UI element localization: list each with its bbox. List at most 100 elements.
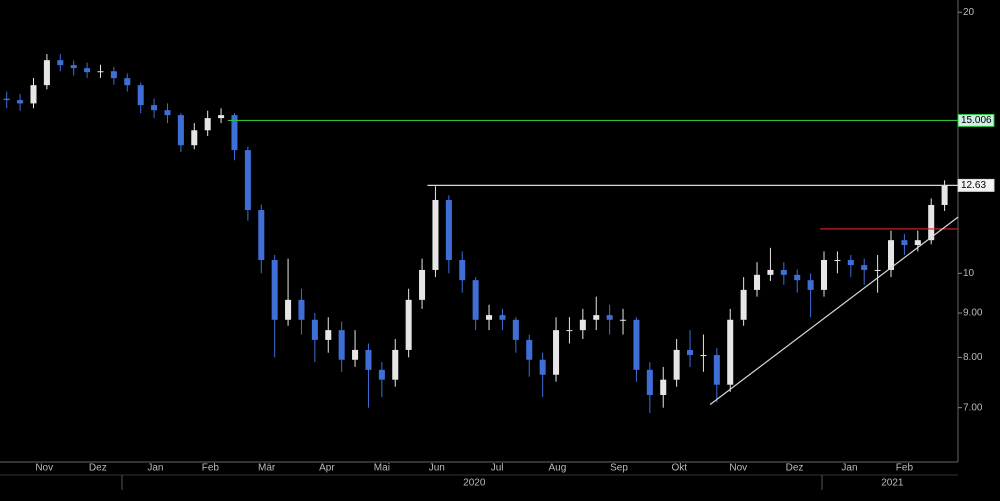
candle-body bbox=[834, 260, 841, 262]
y-tick-label: 10 bbox=[963, 268, 975, 279]
y-tick-label: 20 bbox=[963, 7, 975, 18]
year-label: 2021 bbox=[881, 478, 904, 489]
candle-body bbox=[218, 115, 225, 119]
year-label: 2020 bbox=[463, 478, 486, 489]
candle-body bbox=[137, 85, 144, 106]
candle-body bbox=[579, 319, 586, 331]
candle-body bbox=[499, 315, 506, 320]
candle-body bbox=[861, 265, 868, 270]
candle-body bbox=[30, 85, 37, 104]
candle-body bbox=[553, 330, 560, 375]
x-tick-label: Nov bbox=[35, 463, 53, 474]
candle-body bbox=[620, 319, 627, 321]
candle-body bbox=[258, 210, 265, 261]
candle-body bbox=[820, 260, 828, 290]
x-tick-label: Dez bbox=[89, 463, 107, 474]
candle-body bbox=[472, 280, 479, 320]
x-tick-label: Mär bbox=[258, 463, 276, 474]
candle-body bbox=[110, 71, 117, 79]
candle-body bbox=[231, 115, 238, 151]
x-tick-label: Apr bbox=[319, 463, 335, 474]
candle-body bbox=[486, 315, 493, 320]
candle-body bbox=[271, 260, 278, 320]
candle-body bbox=[57, 60, 64, 66]
y-tick-label: 7.00 bbox=[963, 402, 983, 413]
candle-body bbox=[177, 115, 184, 146]
candle-body bbox=[633, 319, 640, 370]
x-tick-label: Jun bbox=[429, 463, 445, 474]
candle-body bbox=[847, 260, 854, 266]
candle-body bbox=[526, 339, 533, 360]
candle-body bbox=[687, 349, 694, 356]
candle-body bbox=[405, 299, 412, 350]
candle-body bbox=[445, 199, 452, 261]
candle-body bbox=[3, 98, 10, 101]
level-box-bg bbox=[957, 178, 995, 192]
candle-body bbox=[780, 269, 787, 275]
candle-body bbox=[352, 349, 359, 360]
candle-body bbox=[325, 330, 332, 340]
candle-body bbox=[874, 269, 881, 271]
x-tick-label: Aug bbox=[548, 463, 566, 474]
x-tick-label: Jul bbox=[491, 463, 504, 474]
candle-body bbox=[646, 369, 653, 395]
candle-body bbox=[17, 100, 24, 104]
candle-body bbox=[151, 105, 158, 111]
candle-body bbox=[70, 65, 77, 69]
candle-body bbox=[941, 185, 948, 205]
candle-body bbox=[244, 150, 251, 211]
candle-body bbox=[928, 204, 935, 241]
candle-body bbox=[285, 299, 292, 320]
candle-body bbox=[43, 60, 50, 86]
candle-body bbox=[660, 379, 667, 395]
candle-body bbox=[807, 280, 814, 290]
level-label: 12.63 bbox=[961, 180, 986, 191]
candle-body bbox=[419, 269, 426, 300]
trendline bbox=[709, 216, 959, 405]
candle-body bbox=[539, 359, 546, 375]
level-box: 12.63 bbox=[957, 178, 995, 192]
candle-body bbox=[700, 355, 707, 357]
candle-body bbox=[727, 319, 734, 385]
candle-body bbox=[392, 349, 399, 380]
y-tick-label: 8.00 bbox=[963, 352, 983, 363]
candle-body bbox=[512, 319, 519, 340]
x-tick-label: Mai bbox=[374, 463, 390, 474]
candle-body bbox=[754, 274, 761, 290]
level-box: 15.006 bbox=[957, 113, 995, 127]
candle-body bbox=[204, 118, 211, 131]
candle-body bbox=[593, 315, 600, 320]
level-label: 15.006 bbox=[961, 115, 992, 126]
x-tick-label: Jan bbox=[147, 463, 163, 474]
candle-body bbox=[606, 315, 613, 320]
candle-body bbox=[566, 330, 573, 332]
candle-body bbox=[901, 240, 908, 246]
candle-body bbox=[794, 274, 801, 281]
candle-body bbox=[459, 260, 466, 281]
level-box-bg bbox=[957, 113, 995, 127]
x-tick-label: Feb bbox=[202, 463, 220, 474]
x-tick-label: Dez bbox=[786, 463, 804, 474]
candle-body bbox=[365, 349, 372, 370]
candle-body bbox=[887, 240, 895, 270]
candle-body bbox=[191, 130, 198, 146]
candle-body bbox=[740, 289, 747, 320]
candle-body bbox=[673, 349, 680, 380]
x-tick-label: Feb bbox=[896, 463, 914, 474]
candle-body bbox=[124, 78, 131, 86]
candle-body bbox=[713, 355, 720, 385]
candle-body bbox=[338, 330, 345, 360]
candle-body bbox=[84, 68, 91, 73]
candle-body bbox=[378, 369, 385, 380]
x-tick-label: Sep bbox=[610, 463, 628, 474]
candle-body bbox=[432, 199, 439, 270]
x-tick-label: Nov bbox=[729, 463, 747, 474]
y-tick-label: 9.00 bbox=[963, 308, 983, 319]
x-tick-label: Jan bbox=[841, 463, 857, 474]
candle-body bbox=[767, 269, 774, 275]
candle-body bbox=[97, 71, 104, 73]
x-tick-label: Okt bbox=[672, 463, 688, 474]
candle-body bbox=[164, 110, 171, 116]
candle-body bbox=[298, 299, 305, 320]
